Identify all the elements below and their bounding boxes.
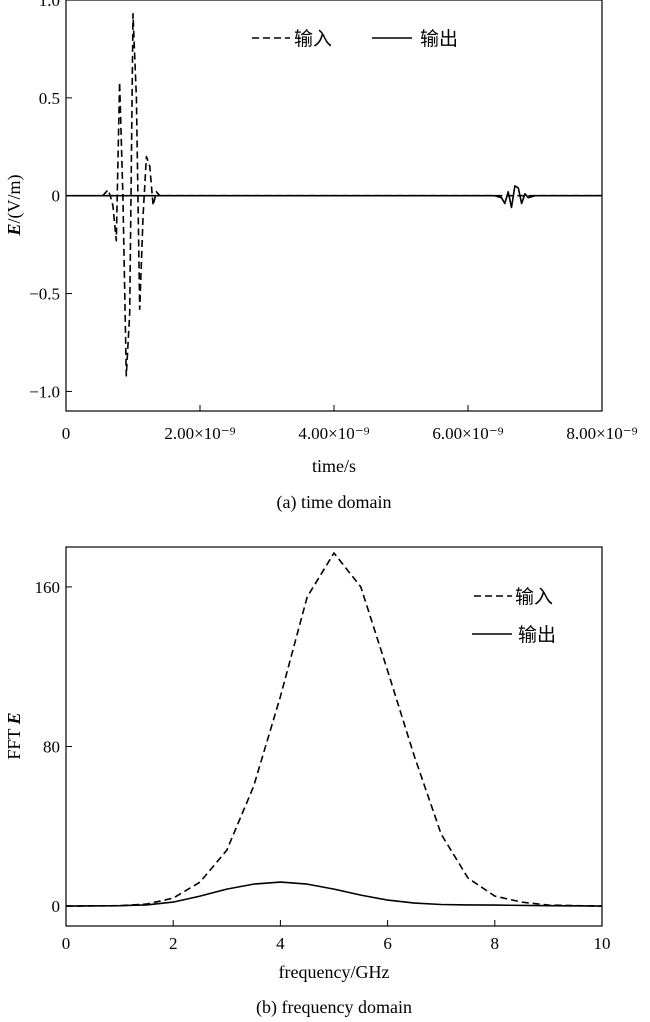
- x-tick-label: 8: [491, 934, 500, 953]
- y-axis-label: FFT E: [4, 712, 24, 759]
- y-axis-label: E/(V/m): [4, 174, 25, 236]
- x-tick-label: 0: [62, 934, 71, 953]
- time-domain-chart: 0 2.00×10⁻⁹ 4.00×10⁻⁹ 6.00×10⁻⁹ 8.00×10⁻⁹ 1.0…: [4, 0, 638, 513]
- y-tick-label: 160: [35, 578, 61, 597]
- x-tick-label: 10: [594, 934, 611, 953]
- chart-caption: (a) time domain: [277, 492, 392, 513]
- legend-label: 输出: [420, 28, 458, 50]
- y-tick-label: 1.0: [39, 0, 60, 10]
- series-line-input: [65, 552, 603, 907]
- x-axis-label: time/s: [312, 456, 356, 476]
- x-tick-label: 2.00×10⁻⁹: [164, 424, 235, 443]
- y-tick-label: 0.5: [39, 89, 60, 108]
- legend-label: 输入: [294, 28, 332, 50]
- x-axis-label: frequency/GHz: [279, 962, 390, 982]
- y-tick-label: −0.5: [29, 285, 60, 304]
- y-axis-label-unit: /(V/m): [4, 174, 25, 223]
- chart-caption: (b) frequency domain: [256, 997, 412, 1018]
- y-axis-label-symbol: E: [4, 712, 24, 725]
- x-tick-label: 8.00×10⁻⁹: [566, 424, 637, 443]
- series-line-input: [102, 12, 602, 377]
- x-tick-label: 2: [169, 934, 178, 953]
- series-line-output: [66, 185, 602, 209]
- y-axis-label-symbol: E: [4, 223, 24, 236]
- plot-frame: [65, 546, 603, 927]
- legend-label: 输出: [518, 624, 556, 646]
- y-tick-label: −1.0: [29, 382, 60, 401]
- y-axis-label-prefix: FFT: [4, 724, 24, 759]
- x-tick-label: 0: [62, 424, 71, 443]
- x-tick-label: 4: [276, 934, 285, 953]
- plot-frame: [65, 0, 603, 412]
- x-tick-label: 6: [383, 934, 392, 953]
- x-tick-label: 6.00×10⁻⁹: [432, 424, 503, 443]
- y-tick-label: 80: [43, 737, 60, 756]
- x-tick-label: 4.00×10⁻⁹: [298, 424, 369, 443]
- y-tick-label: 0: [52, 897, 61, 916]
- legend-label: 输入: [515, 586, 553, 608]
- y-tick-label: 0: [52, 187, 61, 206]
- series-line-output: [65, 881, 603, 907]
